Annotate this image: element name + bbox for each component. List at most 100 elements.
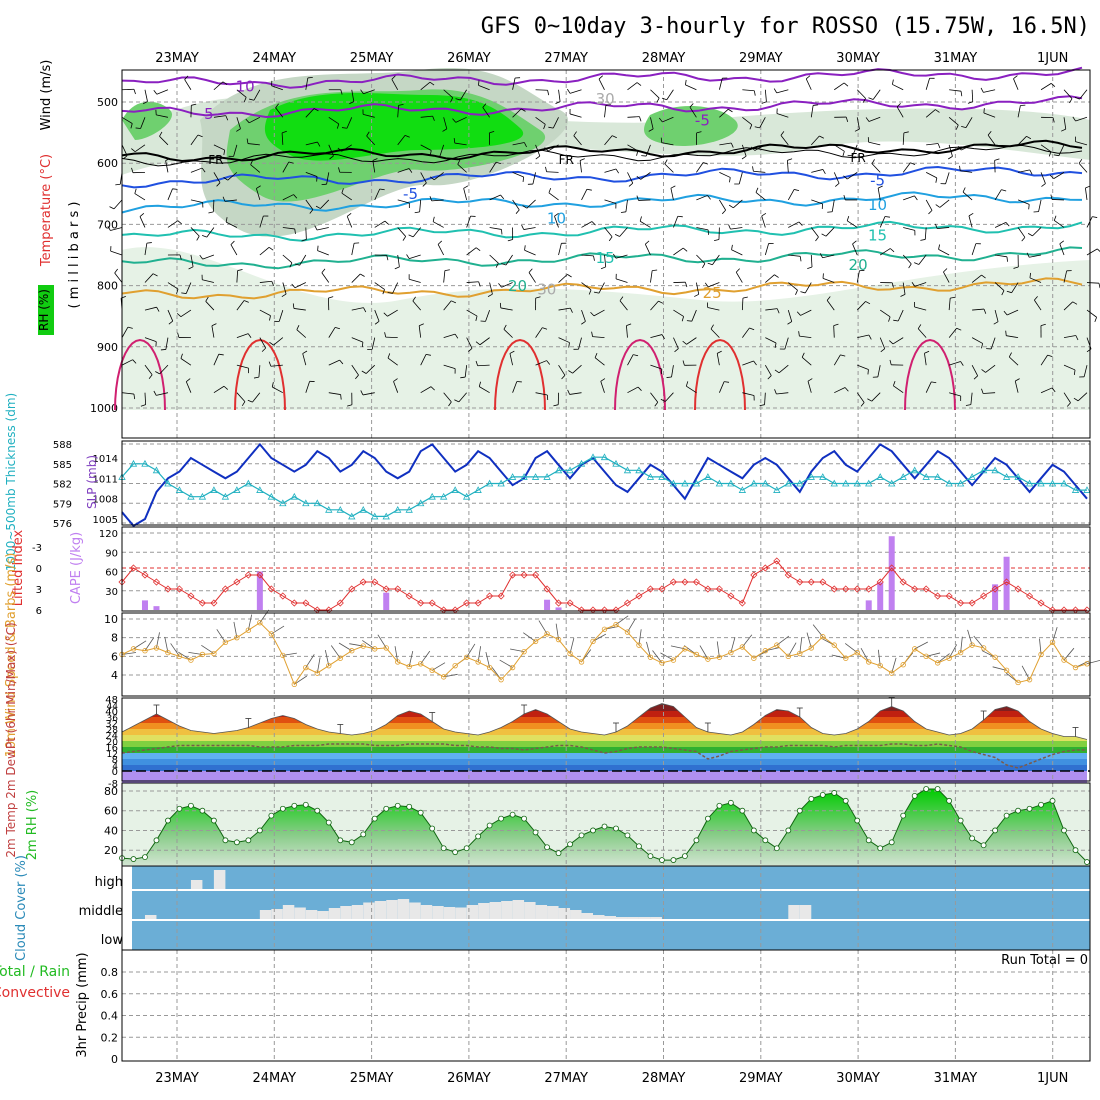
wind-barb <box>569 392 582 395</box>
wind-barb <box>489 254 499 264</box>
wind-speed-point <box>923 653 929 660</box>
wind-barb-flag <box>612 135 617 139</box>
temp-tick-minor: 36 <box>107 714 119 724</box>
thickness-axis-label: 1000~500mb Thickness (dm) <box>4 393 18 571</box>
wind-barb <box>615 278 628 283</box>
wind-barb-flag <box>833 323 839 327</box>
wind-barb <box>1017 136 1027 146</box>
wind-barb <box>733 199 743 209</box>
wind-barb-flag <box>398 103 404 106</box>
wind-barb <box>857 364 869 370</box>
wind-barb <box>592 336 605 339</box>
wind-barb <box>113 199 123 210</box>
wind-barb-flag <box>943 268 948 273</box>
wind-barb-flag <box>347 404 353 407</box>
slp-tick: 1008 <box>93 495 118 506</box>
thickness-point <box>796 479 804 487</box>
wind-barb <box>134 144 146 153</box>
wind-barb <box>995 254 1008 258</box>
date-label-top: 30MAY <box>836 51 880 66</box>
cloud-middle-gap <box>432 906 444 920</box>
wind-barb <box>1017 227 1026 238</box>
wind-barb <box>759 117 766 129</box>
wind-barb-flag <box>360 89 364 95</box>
wind-speed-point <box>728 649 734 656</box>
wind-barb <box>604 135 613 146</box>
wind-barb-flag <box>686 320 692 322</box>
wind-barb <box>463 188 468 201</box>
wind-barb-flag <box>153 390 157 396</box>
rh-point <box>659 857 665 863</box>
wind-barb <box>144 337 157 343</box>
wind-barb-flag <box>451 300 457 304</box>
wind-barb <box>604 105 607 118</box>
cloud-axis-label: Cloud Cover (%) <box>14 855 29 961</box>
wind-barb-flag <box>382 289 385 295</box>
wind-barb <box>420 172 427 184</box>
wind-speed-point <box>751 655 757 661</box>
wind-barb-flag <box>404 134 410 138</box>
wind-barb-flag <box>704 282 709 288</box>
wind-barb-flag <box>205 296 209 302</box>
lifted-index-point <box>692 578 700 586</box>
wind-barb <box>914 282 927 287</box>
temp-tick-minor: 44 <box>107 702 119 712</box>
lifted-index-point <box>727 592 735 600</box>
pressure-tick: 600 <box>97 157 118 170</box>
wind-barb <box>159 136 169 146</box>
wind-barb <box>443 89 453 98</box>
wind-barb <box>1040 172 1046 184</box>
lifted-index-point <box>497 592 505 600</box>
rh-point <box>865 837 872 844</box>
lifted-index-point <box>991 585 999 593</box>
wind-barb <box>397 199 410 204</box>
thickness-point <box>669 479 678 487</box>
wind-barb <box>558 307 571 311</box>
wind-barb-flag <box>742 296 748 299</box>
cape-tick: 120 <box>99 529 118 540</box>
bottom-date-axis: 23MAY 24MAY 25MAY 26MAY 27MAY 28MAY 29MAY 30MAY… <box>155 1071 1068 1086</box>
thickness-point <box>221 492 230 500</box>
slp-tick: 1011 <box>93 474 118 485</box>
wind-barb-flag <box>615 168 619 174</box>
thickness-point <box>164 479 172 487</box>
thickness-point <box>727 479 735 487</box>
wind-barb-flag <box>156 306 160 312</box>
wind-barb <box>1011 282 1019 293</box>
wind-barb <box>960 170 973 173</box>
wind-barb <box>1063 89 1073 99</box>
wind-barb <box>180 358 192 366</box>
wind-speed-point <box>463 654 470 660</box>
wind-barb-flag <box>787 158 793 161</box>
wind-barb <box>856 270 860 283</box>
temp-tick: 16 <box>105 743 118 754</box>
wind-barb <box>275 107 284 118</box>
lifted-index-point <box>405 592 413 600</box>
thickness-point <box>842 479 850 487</box>
wind-barb <box>326 172 330 185</box>
wind-barb <box>371 337 376 350</box>
slp-tick: 1014 <box>93 454 118 465</box>
wind-barb-flag <box>127 326 133 329</box>
wind-barb-flag <box>774 342 777 348</box>
wind-barb-flag <box>888 316 891 322</box>
wind-barb-flag <box>454 333 459 339</box>
wind-barb <box>983 392 996 394</box>
wind-barb-flag <box>852 240 857 245</box>
wind-barb-flag <box>153 90 158 95</box>
wind-speed-point <box>1049 639 1056 646</box>
wind-barb-flag <box>140 404 146 407</box>
thickness-point <box>1083 486 1091 493</box>
wind-speed-point <box>911 646 918 652</box>
wind-barb <box>1034 299 1042 311</box>
panel-frame <box>121 612 1091 697</box>
wind-barb <box>847 220 858 228</box>
wind-barb <box>272 386 284 394</box>
wind-barb <box>156 392 169 396</box>
wind-barb <box>236 333 249 338</box>
wind-barb-flag <box>542 327 548 330</box>
wind-barb-flag <box>155 371 160 375</box>
thickness-point <box>382 512 390 520</box>
rh-point <box>911 792 918 799</box>
lifted-index-point <box>1025 592 1034 600</box>
